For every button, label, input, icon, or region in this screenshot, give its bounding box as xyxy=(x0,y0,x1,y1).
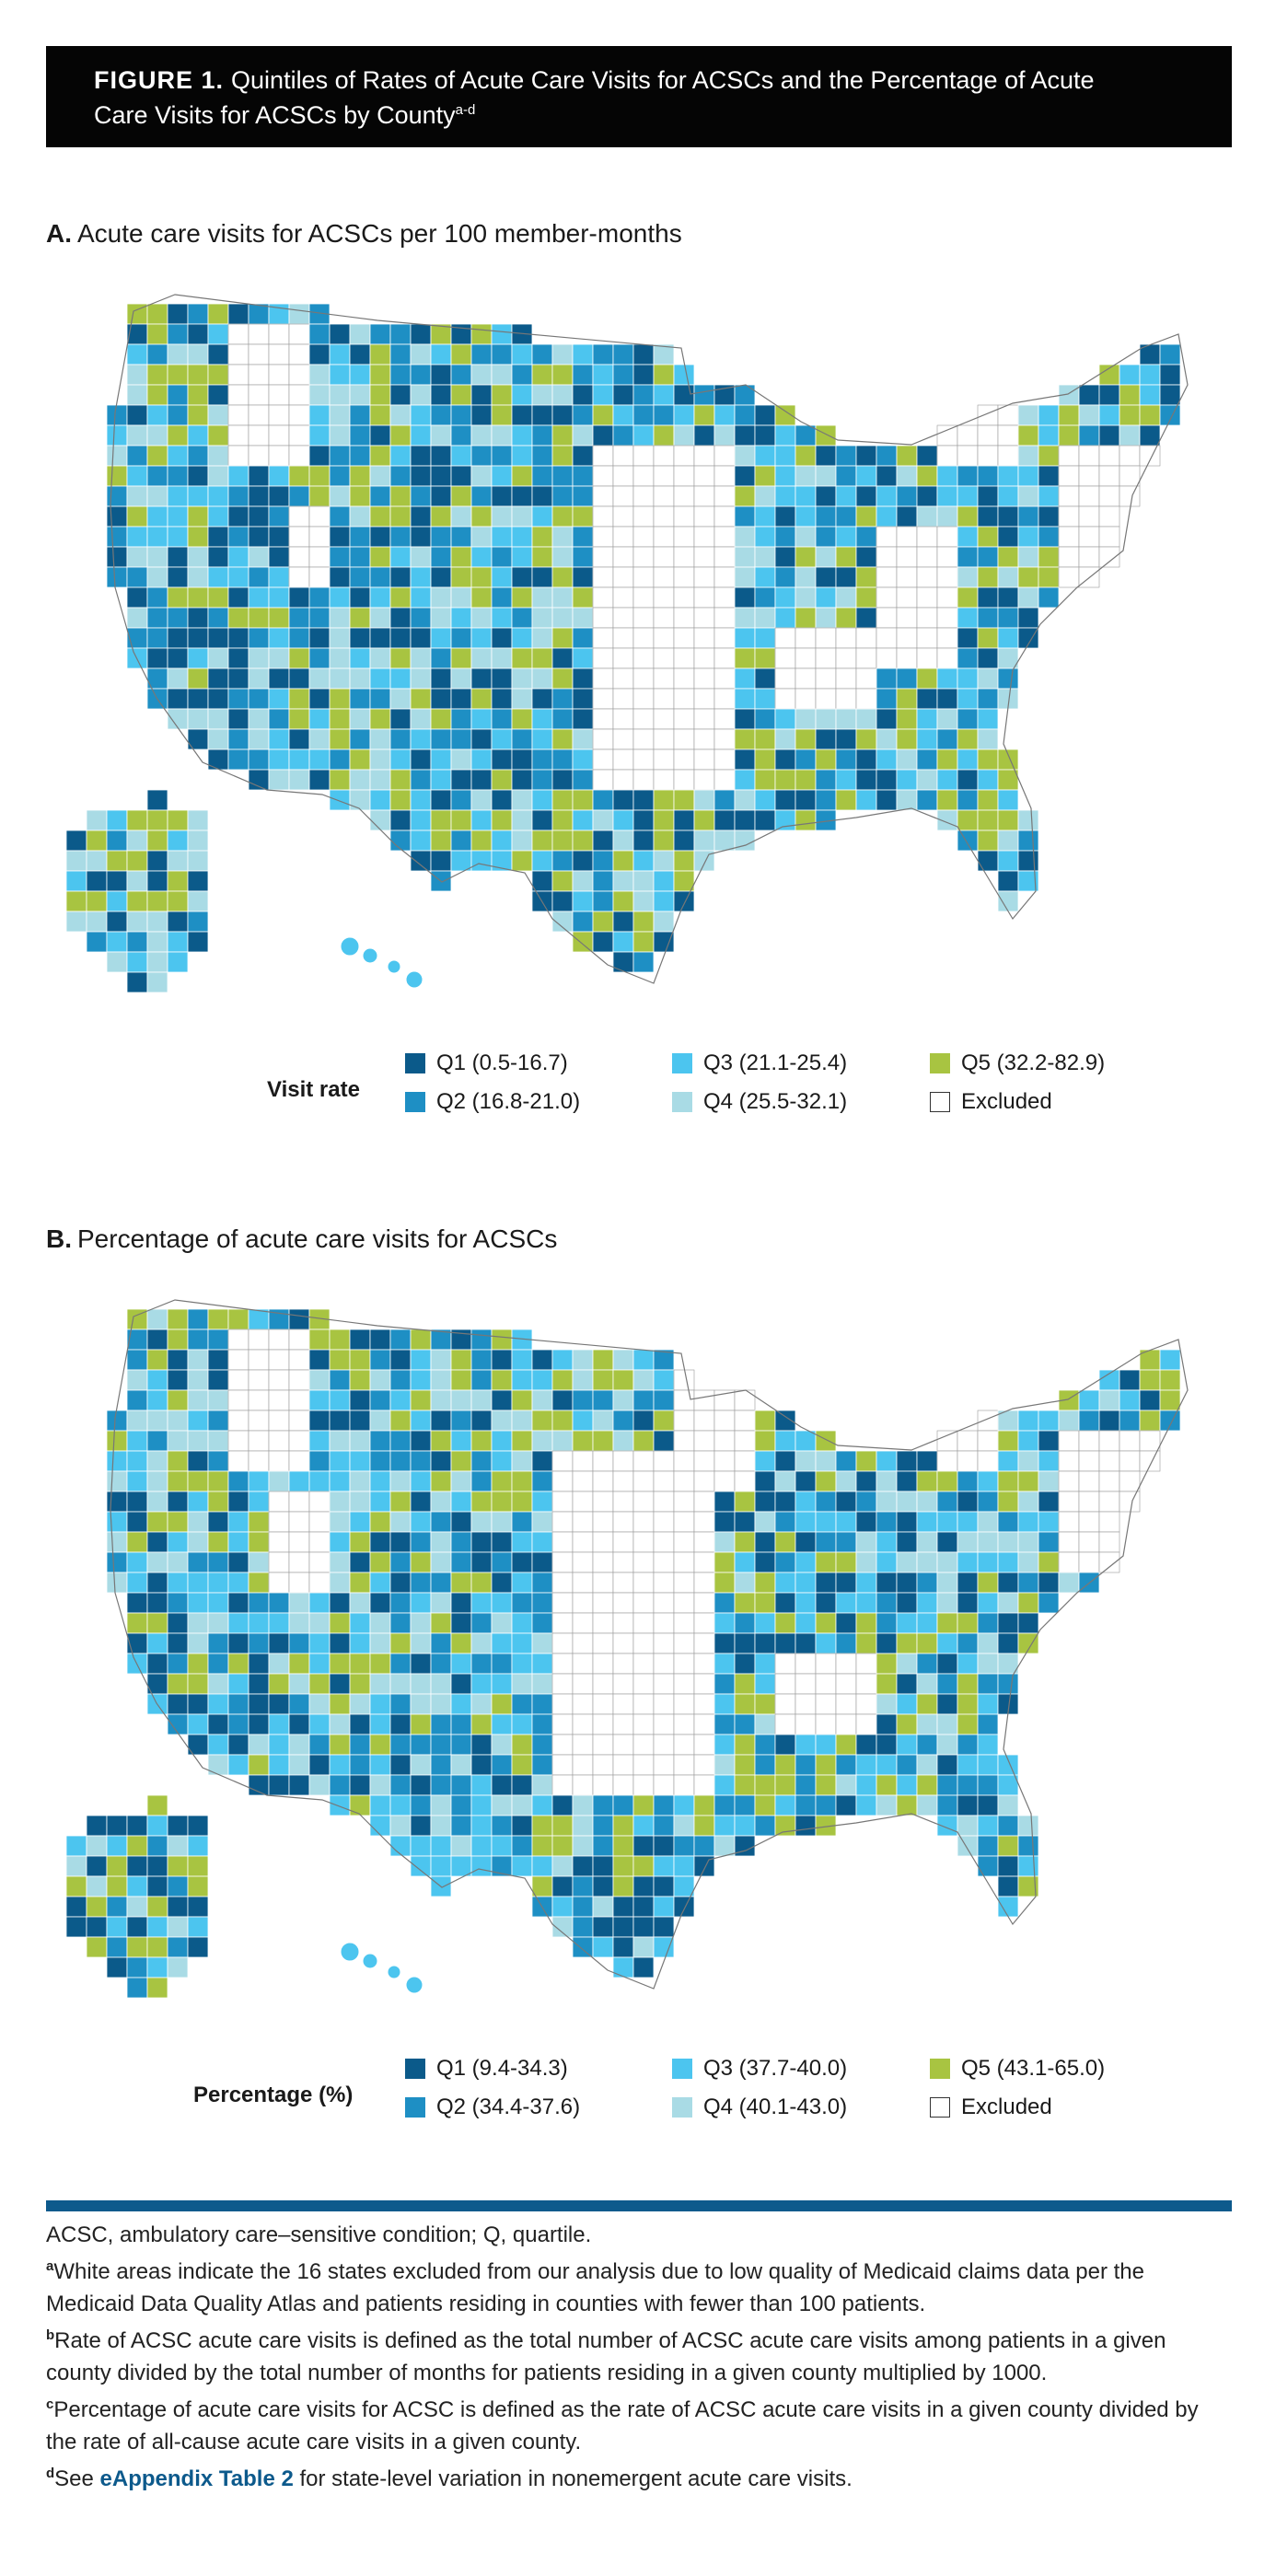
legend-label-excluded: Excluded xyxy=(961,2094,1052,2119)
legend-swatch-q5 xyxy=(930,1053,950,1073)
footnote-c: cPercentage of acute care visits for ACS… xyxy=(46,2394,1234,2458)
legend-item-excluded: Excluded xyxy=(930,1088,1052,1116)
panel-b-title-text: Percentage of acute care visits for ACSC… xyxy=(77,1224,558,1253)
footnotes: ACSC, ambulatory care–sensitive conditio… xyxy=(46,2219,1234,2500)
figure-title-line-2: Care Visits for ACSCs by Countya-d xyxy=(94,98,1180,133)
legend-label-q3: Q3 (21.1-25.4) xyxy=(703,1050,848,1075)
legend-label-q4: Q4 (40.1-43.0) xyxy=(703,2094,848,2119)
panel-b-legend-title: Percentage (%) xyxy=(193,2083,354,2107)
figure-banner: FIGURE 1. Quintiles of Rates of Acute Car… xyxy=(46,46,1232,147)
footnote-d-text-before: See xyxy=(54,2466,100,2491)
legend-swatch-q2 xyxy=(405,2097,425,2118)
footnote-a: aWhite areas indicate the 16 states excl… xyxy=(46,2256,1234,2320)
footnote-d-text-after: for state-level variation in nonemergent… xyxy=(293,2466,853,2491)
county-choropleth-b xyxy=(65,1299,1189,1998)
legend-item-q2: Q2 (34.4-37.6) xyxy=(405,2094,580,2121)
footnote-a-marker: a xyxy=(46,2258,54,2274)
legend-item-q1: Q1 (0.5-16.7) xyxy=(405,1050,568,1077)
panel-b-legend: Percentage (%) Q1 (9.4-34.3) Q2 (34.4-37.… xyxy=(46,2055,1234,2138)
legend-label-q1: Q1 (9.4-34.3) xyxy=(436,2056,568,2081)
legend-item-q5: Q5 (43.1-65.0) xyxy=(930,2055,1105,2083)
panel-a-title-text: Acute care visits for ACSCs per 100 memb… xyxy=(77,219,682,248)
legend-swatch-q3 xyxy=(672,2059,692,2079)
footnote-b: bRate of ACSC acute care visits is defin… xyxy=(46,2325,1234,2389)
legend-label-q3: Q3 (37.7-40.0) xyxy=(703,2056,848,2081)
legend-label-q1: Q1 (0.5-16.7) xyxy=(436,1050,568,1075)
panel-b-title: B. Percentage of acute care visits for AC… xyxy=(46,1224,557,1254)
legend-label-q2: Q2 (16.8-21.0) xyxy=(436,1089,581,1114)
legend-item-q1: Q1 (9.4-34.3) xyxy=(405,2055,568,2083)
footnote-d: dSee eAppendix Table 2 for state-level v… xyxy=(46,2463,1234,2495)
footnote-c-marker: c xyxy=(46,2396,54,2412)
legend-item-q4: Q4 (40.1-43.0) xyxy=(672,2094,847,2121)
panel-b-county-map xyxy=(46,1289,1234,1998)
footnote-d-marker: d xyxy=(46,2466,55,2481)
legend-item-q2: Q2 (16.8-21.0) xyxy=(405,1088,580,1116)
footnote-abbreviations: ACSC, ambulatory care–sensitive conditio… xyxy=(46,2222,592,2247)
legend-swatch-q3 xyxy=(672,1053,692,1073)
section-divider xyxy=(46,2200,1232,2211)
panel-b-letter: B. xyxy=(46,1224,72,1253)
legend-label-q5: Q5 (43.1-65.0) xyxy=(961,2056,1106,2081)
legend-swatch-excluded xyxy=(930,1092,950,1112)
figure-title-line-1: FIGURE 1. Quintiles of Rates of Acute Car… xyxy=(94,63,1180,98)
legend-label-q2: Q2 (34.4-37.6) xyxy=(436,2094,581,2119)
legend-item-q3: Q3 (21.1-25.4) xyxy=(672,1050,847,1077)
footnote-b-marker: b xyxy=(46,2327,55,2343)
footnote-a-text: White areas indicate the 16 states exclu… xyxy=(46,2259,1144,2316)
legend-swatch-excluded xyxy=(930,2097,950,2118)
figure-title-footnote-markers: a-d xyxy=(455,102,476,118)
legend-label-q5: Q5 (32.2-82.9) xyxy=(961,1050,1106,1075)
legend-swatch-q1 xyxy=(405,2059,425,2079)
legend-label-excluded: Excluded xyxy=(961,1089,1052,1114)
figure-label: FIGURE 1. xyxy=(94,66,225,94)
legend-swatch-q1 xyxy=(405,1053,425,1073)
legend-item-q4: Q4 (25.5-32.1) xyxy=(672,1088,847,1116)
panel-a-title: A. Acute care visits for ACSCs per 100 me… xyxy=(46,219,682,249)
legend-item-q3: Q3 (37.7-40.0) xyxy=(672,2055,847,2083)
footnote-c-text: Percentage of acute care visits for ACSC… xyxy=(46,2397,1199,2454)
county-choropleth-a xyxy=(65,294,1189,992)
eappendix-table-2-link[interactable]: eAppendix Table 2 xyxy=(99,2466,294,2491)
legend-swatch-q4 xyxy=(672,1092,692,1112)
legend-swatch-q4 xyxy=(672,2097,692,2118)
legend-swatch-q2 xyxy=(405,1092,425,1112)
figure-title-text-2: Care Visits for ACSCs by County xyxy=(94,101,456,129)
footnote-b-text: Rate of ACSC acute care visits is define… xyxy=(46,2328,1166,2385)
figure-title-text-1: Quintiles of Rates of Acute Care Visits … xyxy=(231,66,1095,94)
panel-a-county-map xyxy=(46,284,1234,992)
legend-swatch-q5 xyxy=(930,2059,950,2079)
legend-item-q5: Q5 (32.2-82.9) xyxy=(930,1050,1105,1077)
panel-a-letter: A. xyxy=(46,219,72,248)
panel-a-legend: Visit rate Q1 (0.5-16.7) Q2 (16.8-21.0) Q3… xyxy=(46,1050,1234,1132)
legend-label-q4: Q4 (25.5-32.1) xyxy=(703,1089,848,1114)
legend-item-excluded: Excluded xyxy=(930,2094,1052,2121)
panel-a-legend-title: Visit rate xyxy=(267,1077,360,1102)
